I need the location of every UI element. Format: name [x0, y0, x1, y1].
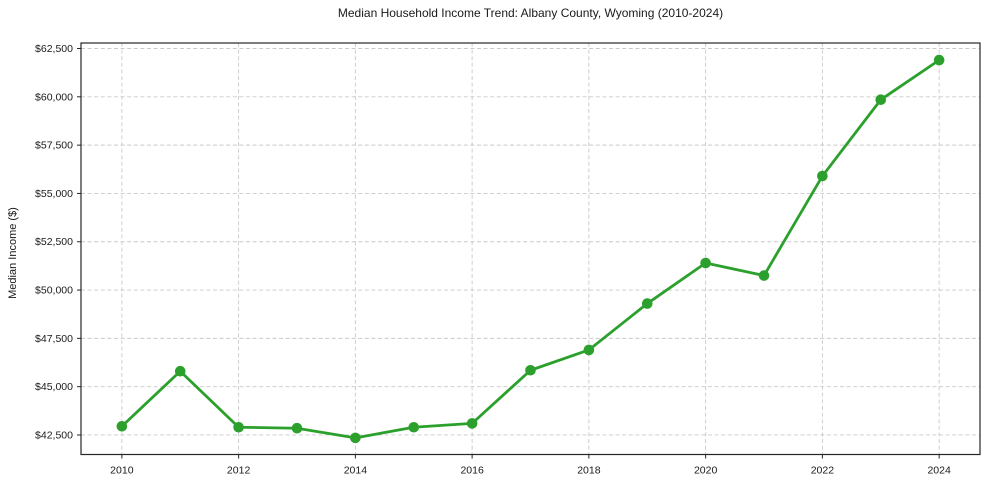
- data-point-2016: [466, 418, 478, 429]
- x-tick-marks: [121, 454, 940, 459]
- data-point-2013: [291, 422, 303, 434]
- svg-text:2018: 2018: [577, 465, 601, 477]
- data-point-2015: [408, 421, 420, 433]
- data-point-2018: [583, 344, 595, 356]
- data-point-markers: [116, 54, 945, 444]
- x-gridlines: [121, 43, 940, 455]
- svg-text:$42,500: $42,500: [35, 429, 73, 441]
- y-tick-labels: $42,500 $45,000 $47,500 $50,000 $52,500 $55,0…: [35, 43, 73, 441]
- svg-text:$60,000: $60,000: [35, 91, 73, 103]
- svg-text:$62,500: $62,500: [35, 43, 73, 55]
- svg-text:2024: 2024: [927, 465, 951, 477]
- data-point-2022: [817, 170, 828, 182]
- data-point-2012: [233, 421, 244, 433]
- data-point-2010: [116, 420, 128, 432]
- data-point-2020: [700, 257, 711, 269]
- svg-text:2014: 2014: [344, 465, 368, 477]
- data-point-2011: [174, 365, 186, 377]
- y-tick-marks: [77, 48, 81, 436]
- svg-text:$52,500: $52,500: [35, 236, 73, 248]
- svg-text:2012: 2012: [227, 465, 251, 477]
- data-point-2017: [525, 364, 536, 376]
- svg-text:2020: 2020: [694, 465, 718, 477]
- data-point-2014: [350, 432, 361, 444]
- svg-text:$55,000: $55,000: [35, 188, 73, 200]
- plot-border: [80, 42, 981, 456]
- data-point-2023: [875, 94, 887, 106]
- data-point-2019: [641, 298, 653, 309]
- svg-text:2016: 2016: [460, 465, 484, 477]
- x-tick-labels: 2010 2012 2014 2016 2018 2020 2022 2024: [110, 465, 951, 477]
- data-point-2024: [933, 54, 945, 66]
- y-gridlines: [81, 48, 980, 436]
- trend-line: [120, 58, 941, 440]
- svg-text:$47,500: $47,500: [35, 333, 73, 345]
- svg-text:$57,500: $57,500: [35, 140, 73, 152]
- svg-text:$45,000: $45,000: [35, 381, 73, 393]
- svg-text:2022: 2022: [811, 465, 835, 477]
- svg-text:2010: 2010: [110, 465, 134, 477]
- svg-text:$50,000: $50,000: [35, 285, 73, 297]
- chart-title: Median Household Income Trend: Albany Co…: [337, 6, 724, 20]
- data-point-2021: [758, 270, 770, 281]
